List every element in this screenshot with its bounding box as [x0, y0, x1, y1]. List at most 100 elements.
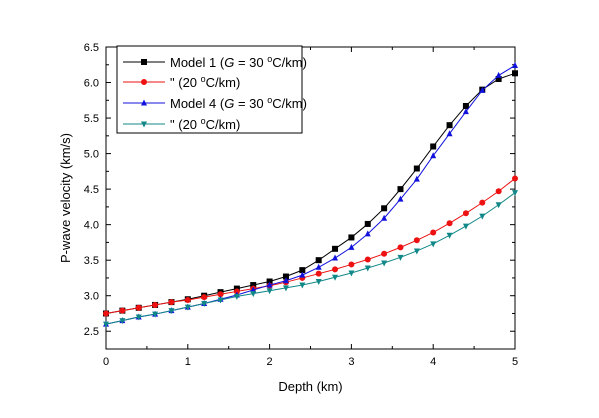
legend-label-part: Model 1 ( [170, 55, 225, 70]
y-tick-label: 5.0 [84, 149, 99, 161]
data-point [446, 122, 453, 129]
data-point [250, 282, 257, 289]
y-tick-label: 5.5 [84, 113, 99, 125]
legend-label-part: C/km) [206, 75, 241, 90]
legend-label-part: " [170, 117, 175, 132]
legend-label-part: (20 [175, 75, 201, 90]
legend-marker [141, 59, 147, 65]
data-point [512, 175, 518, 182]
data-point [332, 254, 339, 261]
data-point [495, 71, 502, 78]
data-point [430, 152, 437, 159]
legend-marker [141, 99, 147, 106]
x-tick-label: 1 [185, 356, 191, 368]
legend-label-part: Model 4 ( [170, 96, 225, 111]
series-4 [103, 190, 518, 328]
data-point [462, 102, 469, 109]
data-point [119, 318, 126, 325]
x-tick-label: 4 [430, 356, 436, 368]
data-point [135, 314, 142, 321]
data-point [413, 248, 420, 255]
legend-label-part: = 30 [234, 96, 267, 111]
data-point [184, 296, 191, 303]
data-point [479, 213, 486, 220]
data-point [299, 271, 306, 278]
series-line [105, 192, 516, 325]
data-point [512, 190, 518, 197]
data-point [217, 297, 224, 304]
y-tick-label: 4.0 [84, 220, 99, 232]
legend-label: " (20 oC/km) [170, 116, 240, 132]
y-tick-label: 2.5 [84, 326, 99, 338]
x-tick-label: 5 [512, 356, 518, 368]
legend-label-part: G [224, 96, 234, 111]
x-tick-label: 0 [103, 356, 109, 368]
data-point [282, 285, 289, 292]
data-point [282, 277, 289, 284]
data-point [299, 282, 306, 289]
data-point [250, 291, 257, 298]
data-point [462, 210, 469, 217]
data-point [364, 220, 371, 227]
data-point [397, 254, 404, 261]
data-point [348, 270, 355, 277]
data-point [495, 202, 502, 209]
legend-label: Model 4 (G = 30 oC/km) [170, 95, 307, 111]
data-point [332, 245, 339, 252]
data-point [315, 263, 322, 270]
data-point [168, 308, 175, 315]
series-layer [103, 61, 518, 328]
legend-entry-4: " (20 oC/km) [123, 116, 240, 132]
data-point [299, 267, 306, 274]
data-point [413, 175, 420, 182]
data-point [397, 186, 404, 193]
legend-entry-1: Model 1 (G = 30 oC/km) [123, 54, 307, 70]
data-point [135, 304, 142, 311]
data-point [266, 281, 273, 288]
legend-marker [141, 79, 147, 85]
y-tick-label: 6.0 [84, 78, 99, 90]
legend-label-part: 20 [183, 117, 201, 132]
data-point [348, 243, 355, 250]
legend-label-part: C/km) [206, 117, 241, 132]
legend: Model 1 (G = 30 oC/km)" (20 oC/km)Model … [116, 45, 307, 134]
legend-label-part: G [224, 55, 234, 70]
data-point [233, 288, 240, 295]
axis-ticks: 0 1 2 3 4 5 2.5 3.0 3.5 4.0 4.5 5.0 5.5 6.0 6.5 [84, 42, 518, 368]
legend-label-part: o [201, 74, 206, 84]
data-point [332, 274, 339, 281]
data-point [381, 250, 388, 257]
y-tick-label: 3.0 [84, 291, 99, 303]
data-point [266, 278, 273, 285]
data-point [495, 188, 502, 195]
data-point [512, 61, 518, 68]
data-point [184, 304, 191, 311]
data-point [446, 232, 453, 239]
data-point [446, 130, 453, 137]
data-point [233, 293, 240, 300]
legend-label-part: o [267, 54, 272, 64]
data-point [381, 205, 388, 212]
series-line [105, 178, 516, 314]
legend-label-part: ( [175, 117, 184, 132]
data-point [479, 199, 486, 206]
legend-label-part: C/km) [272, 96, 307, 111]
data-point [446, 220, 453, 227]
legend-marker [141, 121, 147, 128]
data-point [397, 195, 404, 202]
data-point [430, 241, 437, 248]
data-point [282, 273, 289, 280]
data-point [364, 230, 371, 237]
x-tick-label: 2 [267, 356, 273, 368]
data-point [201, 301, 208, 308]
legend-label-part: o [267, 95, 272, 105]
data-point [495, 75, 502, 82]
y-tick-label: 4.5 [84, 184, 99, 196]
legend-box [116, 45, 303, 134]
data-point [381, 260, 388, 267]
legend-entry-2: " (20 oC/km) [123, 74, 240, 90]
data-point [462, 108, 469, 115]
data-point [381, 214, 388, 221]
data-point [168, 299, 175, 306]
